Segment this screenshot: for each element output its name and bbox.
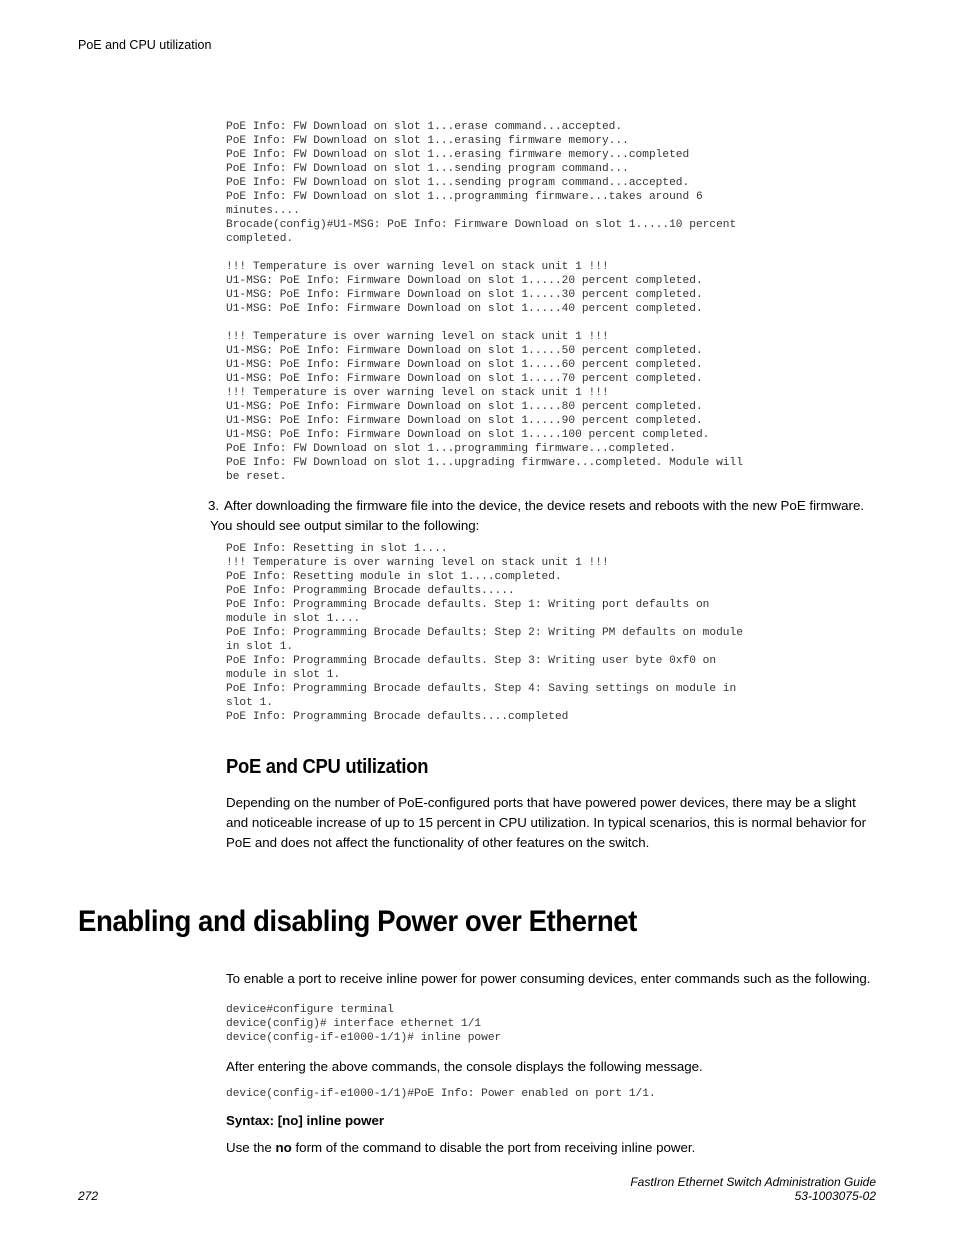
section-body-poe-cpu: Depending on the number of PoE-configure…: [226, 793, 876, 853]
footer-page-number: 272: [78, 1189, 98, 1203]
step-3-text: After downloading the firmware file into…: [210, 498, 864, 533]
page-footer: 272 FastIron Ethernet Switch Administrat…: [78, 1175, 876, 1203]
syntax-line: Syntax: [no] inline power: [226, 1113, 876, 1128]
step-3-number: 3.: [208, 496, 224, 516]
use-prefix: Use the: [226, 1140, 276, 1155]
after-commands-text: After entering the above commands, the c…: [226, 1057, 876, 1077]
main-content: PoE Info: FW Download on slot 1...erase …: [226, 120, 876, 1158]
code-block-reset: PoE Info: Resetting in slot 1.... !!! Te…: [226, 542, 876, 724]
footer-right: FastIron Ethernet Switch Administration …: [630, 1175, 876, 1203]
step-3: 3.After downloading the firmware file in…: [210, 496, 876, 536]
code-block-power-enabled: device(config-if-e1000-1/1)#PoE Info: Po…: [226, 1087, 876, 1101]
footer-guide-title: FastIron Ethernet Switch Administration …: [630, 1175, 876, 1189]
main-heading-wrap: Enabling and disabling Power over Ethern…: [78, 905, 876, 939]
use-suffix: form of the command to disable the port …: [292, 1140, 696, 1155]
enable-intro: To enable a port to receive inline power…: [226, 969, 876, 989]
main-heading-enabling: Enabling and disabling Power over Ethern…: [78, 905, 812, 939]
footer-doc-number: 53-1003075-02: [630, 1189, 876, 1203]
use-bold-no: no: [276, 1140, 292, 1155]
code-block-firmware-download: PoE Info: FW Download on slot 1...erase …: [226, 120, 876, 484]
page-header: PoE and CPU utilization: [78, 38, 876, 52]
use-no-form: Use the no form of the command to disabl…: [226, 1138, 876, 1158]
code-block-configure: device#configure terminal device(config)…: [226, 1003, 876, 1045]
section-heading-poe-cpu: PoE and CPU utilization: [226, 756, 824, 779]
